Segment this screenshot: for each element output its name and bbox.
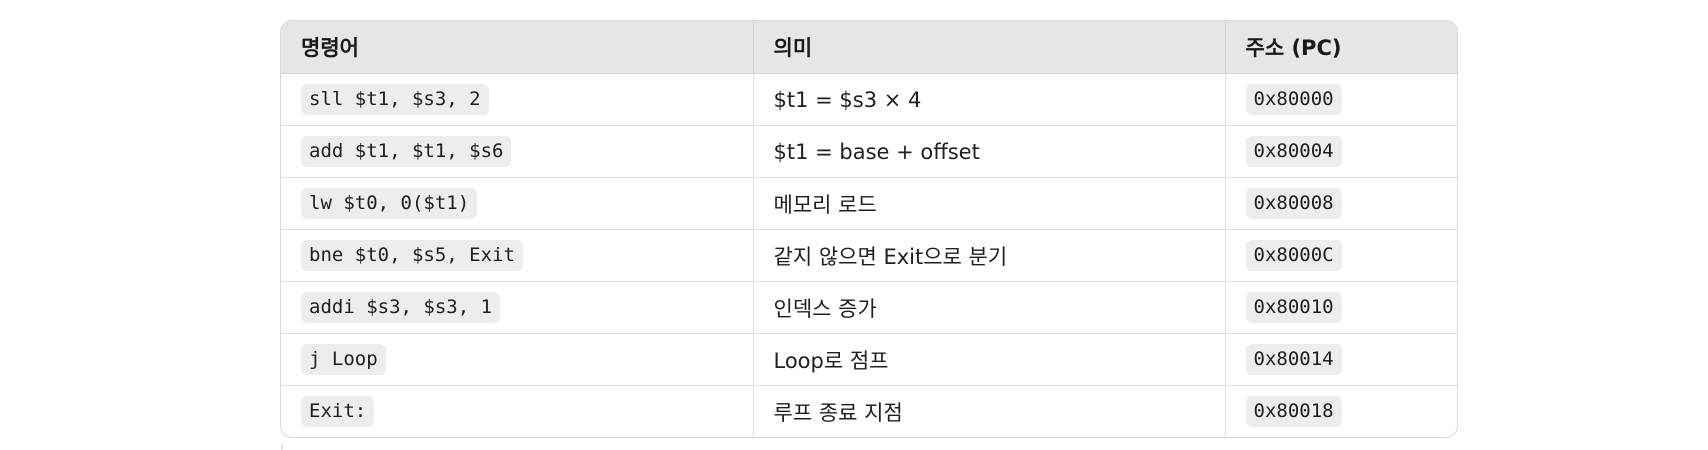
table-row: bne $t0, $s5, Exit 같지 않으면 Exit으로 분기 0x80… (281, 229, 1457, 282)
address-code: 0x80014 (1245, 343, 1342, 376)
table-row: Exit: 루프 종료 지점 0x80018 (281, 385, 1457, 438)
address-cell: 0x8000C (1225, 229, 1457, 282)
table-body: sll $t1, $s3, 2 $t1 = $s3 × 4 0x80000 ad… (281, 73, 1457, 438)
address-code: 0x80010 (1245, 291, 1342, 324)
instruction-code: Exit: (301, 395, 375, 428)
meaning-cell: 같지 않으면 Exit으로 분기 (753, 229, 1226, 282)
header-meaning: 의미 (753, 21, 1226, 74)
meaning-cell: 루프 종료 지점 (753, 385, 1226, 437)
instruction-code: add $t1, $t1, $s6 (301, 135, 512, 168)
instruction-cell: bne $t0, $s5, Exit (281, 229, 754, 282)
address-code: 0x80000 (1245, 83, 1342, 116)
address-code: 0x80004 (1245, 135, 1342, 168)
meaning-cell: 메모리 로드 (753, 177, 1226, 230)
address-code: 0x80008 (1245, 187, 1342, 220)
header-address: 주소 (PC) (1225, 21, 1457, 74)
address-code: 0x8000C (1245, 239, 1342, 272)
table-header: 명령어 의미 주소 (PC) (281, 21, 1457, 74)
address-cell: 0x80010 (1225, 281, 1457, 334)
table-row: sll $t1, $s3, 2 $t1 = $s3 × 4 0x80000 (281, 73, 1457, 126)
address-cell: 0x80000 (1225, 73, 1457, 126)
table-row: j Loop Loop로 점프 0x80014 (281, 333, 1457, 386)
meaning-cell: 인덱스 증가 (753, 281, 1226, 334)
instruction-cell: Exit: (281, 385, 754, 437)
instruction-code: sll $t1, $s3, 2 (301, 83, 489, 116)
address-cell: 0x80014 (1225, 333, 1457, 386)
instruction-cell: addi $s3, $s3, 1 (281, 281, 754, 334)
instruction-cell: lw $t0, 0($t1) (281, 177, 754, 230)
address-cell: 0x80008 (1225, 177, 1457, 230)
header-instruction: 명령어 (281, 21, 754, 74)
scroll-edge-marker (281, 444, 283, 450)
instruction-code: addi $s3, $s3, 1 (301, 291, 501, 324)
table-row: lw $t0, 0($t1) 메모리 로드 0x80008 (281, 177, 1457, 230)
header-row: 명령어 의미 주소 (PC) (281, 21, 1457, 74)
meaning-cell: $t1 = base + offset (753, 125, 1226, 178)
instruction-table-grid: 명령어 의미 주소 (PC) sll $t1, $s3, 2 $t1 = $s3… (281, 21, 1457, 437)
address-cell: 0x80018 (1225, 386, 1457, 438)
instruction-code: lw $t0, 0($t1) (301, 187, 478, 220)
instruction-code: bne $t0, $s5, Exit (301, 239, 523, 272)
table-row: addi $s3, $s3, 1 인덱스 증가 0x80010 (281, 281, 1457, 334)
table-row: add $t1, $t1, $s6 $t1 = base + offset 0x… (281, 125, 1457, 178)
meaning-cell: $t1 = $s3 × 4 (753, 73, 1226, 126)
address-code: 0x80018 (1245, 395, 1342, 428)
instruction-cell: add $t1, $t1, $s6 (281, 125, 754, 178)
instruction-table: 명령어 의미 주소 (PC) sll $t1, $s3, 2 $t1 = $s3… (280, 20, 1458, 438)
meaning-cell: Loop로 점프 (753, 333, 1226, 386)
instruction-cell: j Loop (281, 333, 754, 386)
instruction-code: j Loop (301, 343, 386, 376)
instruction-cell: sll $t1, $s3, 2 (281, 73, 754, 126)
address-cell: 0x80004 (1225, 125, 1457, 178)
